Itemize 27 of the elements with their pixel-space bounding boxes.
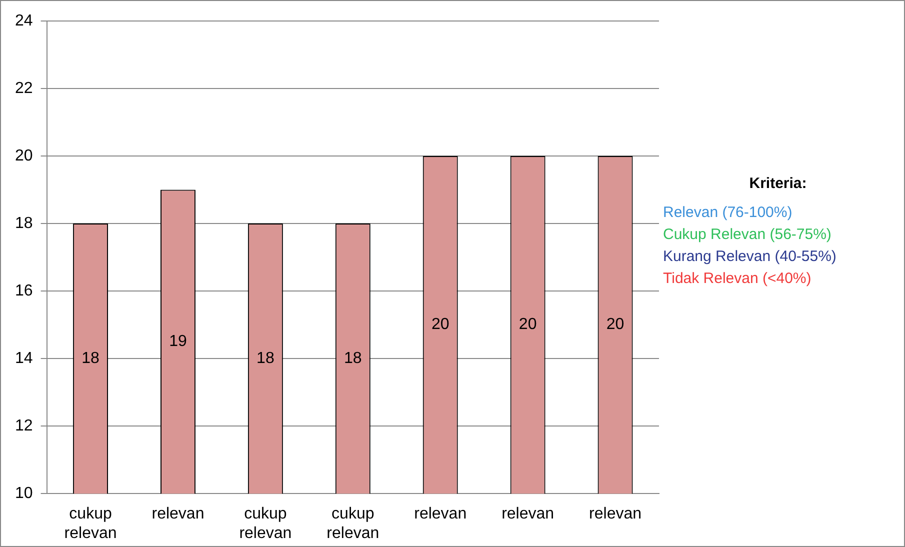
x-tick-label: relevan <box>589 506 642 523</box>
text: Kurang Relevan (40-55%) <box>663 247 836 267</box>
text: Tidak Relevan (<40%) <box>663 269 812 289</box>
y-tick-label: 20 <box>15 147 33 164</box>
data-label: 18 <box>344 350 362 367</box>
text: Relevan (76-100%) <box>663 203 794 223</box>
y-tick-label: 24 <box>15 12 33 30</box>
legend-title: Kriteria: <box>748 174 808 194</box>
y-tick-label: 22 <box>15 80 33 97</box>
data-label: 19 <box>169 333 187 350</box>
y-tick-label: 16 <box>15 282 33 300</box>
data-label: 20 <box>431 316 450 334</box>
data-label: 18 <box>256 350 274 367</box>
data-label: 18 <box>82 350 100 367</box>
x-tick-label: cukup relevan <box>326 506 380 542</box>
text: Cukup Relevan (56-75%) <box>663 225 832 245</box>
y-tick-label: 12 <box>15 417 33 434</box>
data-label: 20 <box>606 316 624 334</box>
x-tick-label: relevan <box>502 506 554 523</box>
data-label: 20 <box>518 316 537 334</box>
y-tick-label: 18 <box>15 214 33 232</box>
x-tick-label: cukup relevan <box>239 506 292 542</box>
y-tick-label: 10 <box>15 485 33 502</box>
x-tick-label: cukup relevan <box>64 506 117 542</box>
y-tick-label: 14 <box>15 350 33 367</box>
x-tick-label: relevan <box>414 506 467 523</box>
x-tick-label: relevan <box>152 506 204 523</box>
